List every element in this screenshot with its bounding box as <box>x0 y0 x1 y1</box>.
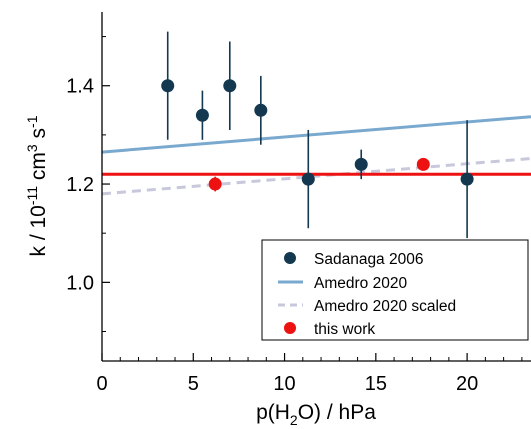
y-axis-title: k / 10-11 cm3 s-1 <box>24 115 50 256</box>
legend-label-amedro-scaled: Amedro 2020 scaled <box>314 298 456 315</box>
y-tick-label-1: 1.0 <box>66 272 94 294</box>
legend-box <box>261 239 529 341</box>
axes: 0 5 10 15 20 1.0 1.2 1.4 <box>66 12 531 395</box>
lines-layer <box>101 115 531 196</box>
x-tick-label-5: 5 <box>188 373 199 395</box>
x-tick-label-15: 15 <box>365 373 387 395</box>
point-s0-p6 <box>460 172 474 186</box>
point-s0-p5 <box>354 157 368 171</box>
point-s3-p1 <box>416 157 430 171</box>
legend-marker-this-work <box>284 322 296 334</box>
point-s0-p1 <box>195 108 209 122</box>
point-s0-p4 <box>301 172 315 186</box>
series-line-1 <box>101 115 531 154</box>
x-axis-title: p(H2O) / hPa <box>256 401 376 428</box>
legend-entry-amedro-scaled: Amedro 2020 scaled <box>278 298 456 315</box>
legend-entry-amedro: Amedro 2020 <box>278 275 407 292</box>
x-tick-label-20: 20 <box>456 373 478 395</box>
point-s0-p0 <box>161 79 175 93</box>
points-layer <box>161 31 474 239</box>
legend-marker-sadanaga <box>284 252 296 264</box>
legend-entry-this-work: this work <box>284 321 375 338</box>
legend: Sadanaga 2006 Amedro 2020 Amedro 2020 sc… <box>261 239 529 341</box>
legend-label-amedro: Amedro 2020 <box>314 275 407 292</box>
point-s0-p3 <box>254 103 268 117</box>
legend-entry-sadanaga: Sadanaga 2006 <box>284 251 423 268</box>
series-line-2 <box>101 156 531 196</box>
legend-label-sadanaga: Sadanaga 2006 <box>314 251 423 268</box>
y-tick-label-1.4: 1.4 <box>66 76 94 98</box>
y-ticks: 1.0 1.2 1.4 <box>66 36 110 333</box>
x-tick-label-0: 0 <box>96 373 107 395</box>
legend-label-this-work: this work <box>314 321 375 338</box>
x-tick-label-10: 10 <box>273 373 295 395</box>
point-s0-p2 <box>223 79 237 93</box>
plot-area <box>101 31 531 239</box>
x-ticks: 0 5 10 15 20 <box>96 353 523 395</box>
point-s3-p0 <box>208 177 222 191</box>
y-tick-label-1.2: 1.2 <box>66 174 94 196</box>
